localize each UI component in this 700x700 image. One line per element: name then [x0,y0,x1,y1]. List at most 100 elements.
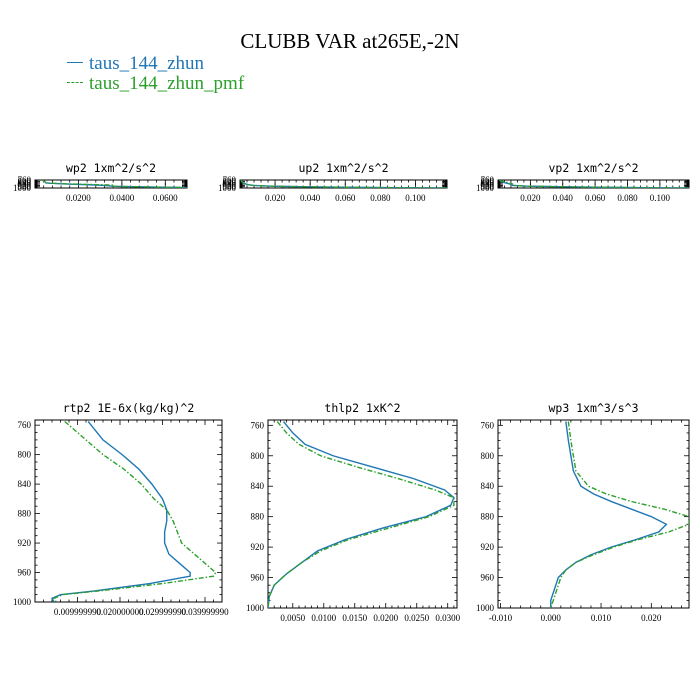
y-tick-label: 1000 [218,183,237,193]
x-tick-label: 0.060 [335,193,356,203]
y-tick-label: 920 [18,180,32,190]
x-tick-label: 0.0400 [109,193,134,203]
y-tick-label: 920 [18,538,32,548]
x-tick-label: 0.080 [617,193,638,203]
x-tick-label: 0.020 [641,613,662,623]
x-tick-label: 0.0250 [404,613,429,623]
x-tick-label: 0.040 [553,193,574,203]
y-tick-label: 960 [18,568,32,578]
legend-swatch-1 [67,62,83,64]
series-line-2 [53,420,217,602]
x-tick-label: 0.0300 [435,613,460,623]
y-tick-label: 880 [223,179,237,189]
y-tick-label: 800 [18,177,32,187]
y-tick-label: 880 [251,512,265,522]
series-line-2 [550,421,689,608]
y-tick-label: 920 [481,180,495,190]
y-tick-label: 1000 [13,183,32,193]
series-line-2 [499,180,689,188]
x-tick-label: 0.000 [541,613,562,623]
plot-panel-5: thlp2 1xK^2 760 800 840 880 920 960 1000 0.0050 0… [246,401,461,623]
y-tick-label: 920 [481,542,495,552]
x-tick-label: -0.010 [489,613,513,623]
y-tick-label: 760 [18,175,32,185]
legend-entry-2: taus_144_zhun_pmf [67,73,244,95]
series-line-1 [550,421,668,608]
y-tick-label: 840 [18,479,32,489]
y-tick-label: 760 [18,420,32,430]
y-tick-label: 800 [481,177,495,187]
x-tick-label: 0.0600 [153,193,178,203]
y-tick-label: 840 [251,481,265,491]
x-tick-label: 0.0150 [342,613,367,623]
x-tick-label: 0.010 [591,613,612,623]
plot-frame [34,419,223,603]
y-tick-label: 760 [223,175,237,185]
x-tick-label: 0.039999990 [181,607,229,617]
series-line-2 [240,180,447,188]
x-tick-label: 0.0200 [373,613,398,623]
x-tick-label: 0.0200 [66,193,91,203]
plot-title: wp3 1xm^3/s^3 [548,401,638,415]
y-tick-label: 760 [481,175,495,185]
series-line-1 [51,421,191,602]
plot-title: rtp2 1E-6x(kg/kg)^2 [63,401,195,415]
x-tick-label: 0.100 [405,193,426,203]
series-line-2 [268,421,455,608]
plot-title: wp2 1xm^2/s^2 [66,161,156,175]
plot-title: up2 1xm^2/s^2 [298,161,388,175]
y-tick-label: 880 [18,179,32,189]
y-tick-label: 840 [481,481,495,491]
x-tick-label: 0.0050 [280,613,305,623]
y-tick-label: 920 [251,542,265,552]
y-tick-label: 800 [251,451,265,461]
x-tick-label: 0.009999990 [54,607,102,617]
x-tick-label: 0.040 [300,193,321,203]
y-tick-label: 1000 [13,597,32,607]
plot-title: vp2 1xm^2/s^2 [548,161,638,175]
y-tick-label: 840 [481,178,495,188]
legend-label-2: taus_144_zhun_pmf [89,73,245,94]
legend-label-1: taus_144_zhun [89,53,205,74]
plot-frame [267,419,458,609]
y-tick-label: 840 [223,178,237,188]
y-tick-label: 800 [223,177,237,187]
x-tick-label: 0.020000000 [96,607,144,617]
y-tick-label: 800 [18,450,32,460]
y-tick-label: 1000 [476,183,495,193]
x-tick-label: 0.100 [650,193,671,203]
y-tick-label: 760 [481,420,495,430]
y-tick-label: 960 [481,182,495,192]
y-tick-label: 880 [481,179,495,189]
x-tick-label: 0.0100 [311,613,336,623]
y-tick-label: 800 [481,451,495,461]
series-line-1 [268,421,455,608]
legend-entry-1: taus_144_zhun [67,53,204,75]
y-tick-label: 840 [18,178,32,188]
y-tick-label: 960 [18,182,32,192]
y-tick-label: 880 [481,512,495,522]
x-tick-label: 0.020 [520,193,541,203]
x-tick-label: 0.060 [585,193,606,203]
plot-frame [497,419,690,609]
page-title: CLUBB VAR at265E,-2N [240,29,460,53]
plot-panel-4: rtp2 1E-6x(kg/kg)^2 760 800 840 880 920 960 100… [13,401,229,617]
y-tick-label: 960 [223,182,237,192]
y-tick-label: 760 [251,420,265,430]
y-tick-label: 1000 [476,603,495,613]
x-tick-label: 0.080 [370,193,391,203]
y-tick-label: 960 [251,573,265,583]
y-tick-label: 960 [481,573,495,583]
plot-panel-6: wp3 1xm^3/s^3 760 800 840 880 920 960 1000-0.01… [476,401,690,623]
plot-title: thlp2 1xK^2 [324,401,400,415]
x-tick-label: 0.020 [265,193,286,203]
legend-swatch-2 [67,82,83,84]
x-tick-label: 0.029999990 [139,607,187,617]
y-tick-label: 920 [223,180,237,190]
y-tick-label: 880 [18,509,32,519]
y-tick-label: 1000 [246,603,265,613]
